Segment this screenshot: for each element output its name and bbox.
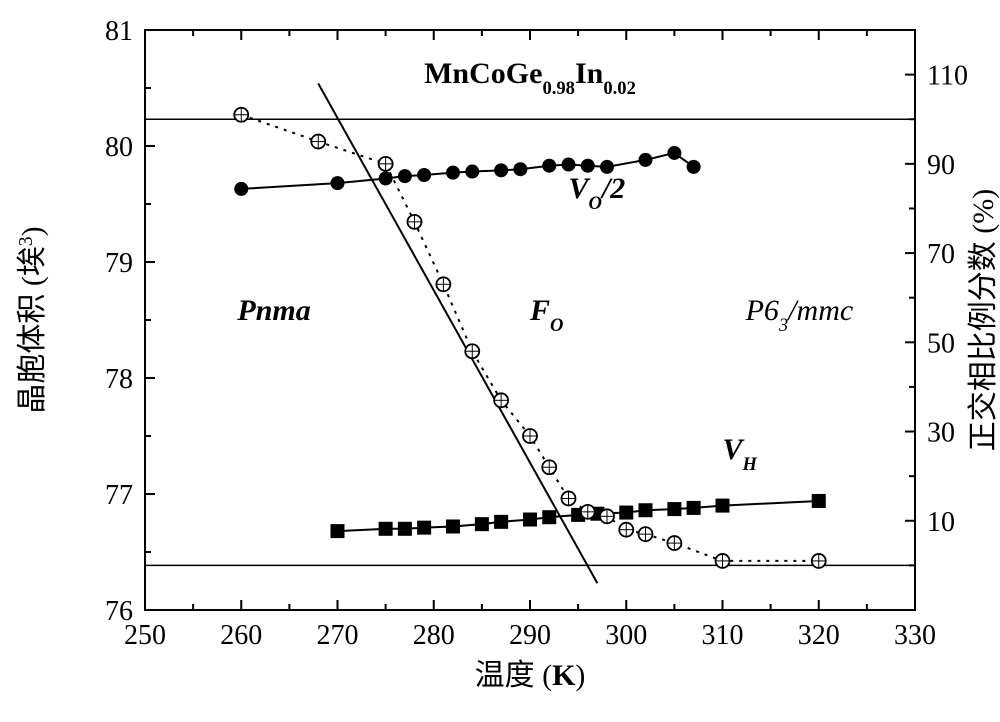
yl-tick-label: 76 xyxy=(105,596,133,627)
marker xyxy=(562,158,576,172)
marker xyxy=(667,502,681,516)
marker xyxy=(446,519,460,533)
yl-tick-label: 81 xyxy=(105,16,133,47)
chart-root: 2502602702802903003103203307677787980811… xyxy=(0,0,1000,722)
x-tick-label: 310 xyxy=(702,620,744,651)
marker xyxy=(812,494,826,508)
x-tick-label: 290 xyxy=(509,620,551,651)
marker xyxy=(475,517,489,531)
yl-tick-label: 78 xyxy=(105,364,133,395)
marker xyxy=(398,522,412,536)
marker xyxy=(716,499,730,513)
y-right-axis-label: 正交相比例分数 (%) xyxy=(967,189,1000,451)
marker xyxy=(417,521,431,535)
marker xyxy=(639,503,653,517)
series-line-Fo xyxy=(241,115,819,561)
yl-tick-label: 79 xyxy=(105,248,133,279)
marker xyxy=(234,182,248,196)
marker xyxy=(331,176,345,190)
x-tick-label: 330 xyxy=(894,620,936,651)
annotation: P63/mmc xyxy=(745,294,854,336)
y-left-axis-label: 晶胞体积 (埃3) xyxy=(16,226,50,413)
series-label-Vo_half: VO/2 xyxy=(569,172,626,214)
marker xyxy=(687,160,701,174)
yr-tick-label: 70 xyxy=(927,239,955,270)
series-label-Fo: FO xyxy=(529,294,563,336)
x-axis-label: 温度 (K) xyxy=(475,659,586,692)
chart-title: MnCoGe0.98In0.02 xyxy=(424,57,636,99)
chart-svg: 2502602702802903003103203307677787980811… xyxy=(0,0,1000,722)
marker xyxy=(417,168,431,182)
plot-group xyxy=(145,84,915,584)
yr-tick-label: 110 xyxy=(927,61,968,92)
marker xyxy=(494,515,508,529)
yl-tick-label: 77 xyxy=(105,480,133,511)
x-tick-label: 260 xyxy=(220,620,262,651)
yr-tick-label: 10 xyxy=(927,507,955,538)
marker xyxy=(494,163,508,177)
marker xyxy=(639,153,653,167)
marker xyxy=(379,522,393,536)
marker xyxy=(465,165,479,179)
marker xyxy=(542,510,556,524)
x-tick-label: 300 xyxy=(605,620,647,651)
yr-tick-label: 30 xyxy=(927,418,955,449)
marker xyxy=(667,146,681,160)
series-label-Vh: VH xyxy=(723,433,758,475)
marker xyxy=(513,162,527,176)
marker xyxy=(523,513,537,527)
x-tick-label: 270 xyxy=(317,620,359,651)
marker xyxy=(619,506,633,520)
x-tick-label: 320 xyxy=(798,620,840,651)
yl-tick-label: 80 xyxy=(105,132,133,163)
marker xyxy=(687,501,701,515)
marker xyxy=(331,524,345,538)
yr-tick-label: 90 xyxy=(927,150,955,181)
yr-tick-label: 50 xyxy=(927,328,955,359)
marker xyxy=(542,159,556,173)
marker xyxy=(398,169,412,183)
marker xyxy=(446,166,460,180)
marker xyxy=(581,159,595,173)
annotation: Pnma xyxy=(236,294,310,327)
x-tick-label: 280 xyxy=(413,620,455,651)
